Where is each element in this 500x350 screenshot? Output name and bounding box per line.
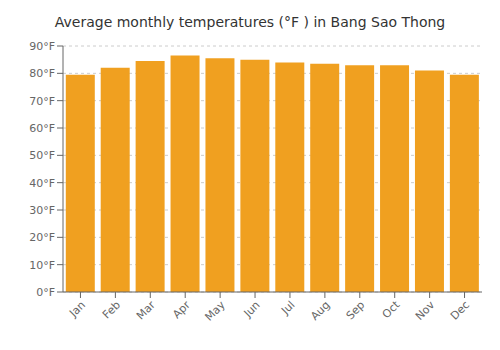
svg-text:May: May [202, 298, 228, 324]
svg-text:Sep: Sep [344, 298, 368, 322]
svg-text:Oct: Oct [380, 298, 403, 321]
svg-text:50°F: 50°F [29, 149, 55, 162]
svg-text:Jan: Jan [66, 298, 88, 320]
svg-text:Apr: Apr [170, 298, 193, 321]
html-text:Average monthly temperatures (: Average monthly temperatures (°F ) in Ba… [54, 14, 446, 30]
svg-text:40°F: 40°F [29, 177, 55, 190]
svg-text:Dec: Dec [448, 298, 472, 322]
svg-text:Jul: Jul [278, 298, 297, 317]
svg-text:Aug: Aug [308, 298, 332, 322]
svg-text:Jun: Jun [241, 298, 263, 320]
svg-text:70°F: 70°F [29, 95, 55, 108]
svg-text:30°F: 30°F [29, 204, 55, 217]
svg-text:20°F: 20°F [29, 231, 55, 244]
svg-text:0°F: 0°F [36, 286, 55, 299]
svg-text:80°F: 80°F [29, 67, 55, 80]
svg-text:Feb: Feb [100, 298, 123, 321]
svg-text:Nov: Nov [413, 298, 438, 323]
svg-text:90°F: 90°F [29, 40, 55, 53]
svg-text:Mar: Mar [134, 298, 158, 322]
svg-text:60°F: 60°F [29, 122, 55, 135]
svg-text:10°F: 10°F [29, 259, 55, 272]
